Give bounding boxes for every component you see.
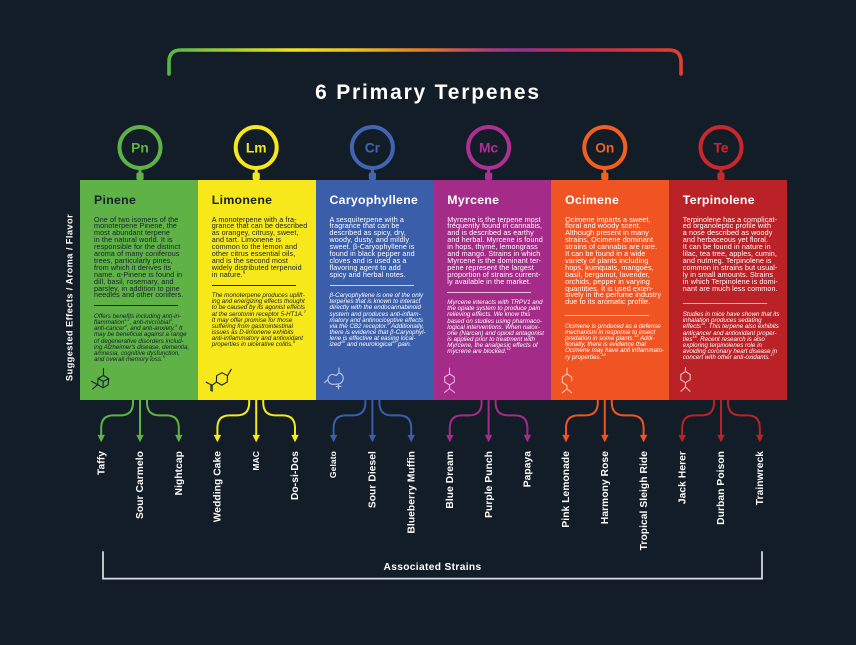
svg-text:Sour Carmelo: Sour Carmelo [135, 451, 146, 519]
svg-text:Harmony Rose: Harmony Rose [600, 451, 611, 524]
svg-text:Te: Te [713, 141, 728, 156]
svg-text:Mc: Mc [479, 141, 498, 156]
svg-text:Sour Diesel: Sour Diesel [368, 451, 379, 508]
svg-text:Wedding Cake: Wedding Cake [213, 451, 224, 522]
svg-text:Suggested Effects / Aroma / Fl: Suggested Effects / Aroma / Flavor [65, 214, 75, 381]
svg-text:Do-si-Dos: Do-si-Dos [290, 451, 301, 500]
svg-text:Pn: Pn [131, 141, 149, 156]
svg-text:Trainwreck: Trainwreck [755, 451, 766, 505]
svg-text:Tropical Sleigh Ride: Tropical Sleigh Ride [639, 451, 650, 551]
svg-text:Nightcap: Nightcap [174, 451, 185, 495]
svg-text:MAC: MAC [251, 451, 261, 471]
svg-text:Papaya: Papaya [523, 451, 534, 488]
svg-text:Jack Herer: Jack Herer [677, 451, 688, 504]
svg-text:Lm: Lm [246, 141, 267, 156]
svg-text:On: On [595, 141, 614, 156]
svg-text:Blueberry Muffin: Blueberry Muffin [406, 451, 417, 534]
svg-text:Purple Punch: Purple Punch [484, 451, 495, 518]
svg-text:Pink Lemonade: Pink Lemonade [561, 451, 572, 528]
svg-text:Durban Poison: Durban Poison [716, 451, 727, 525]
svg-text:Blue Dream: Blue Dream [445, 451, 456, 509]
svg-text:Cr: Cr [365, 141, 381, 156]
svg-text:Gelato: Gelato [328, 451, 338, 478]
svg-text:Taffy: Taffy [96, 451, 107, 475]
